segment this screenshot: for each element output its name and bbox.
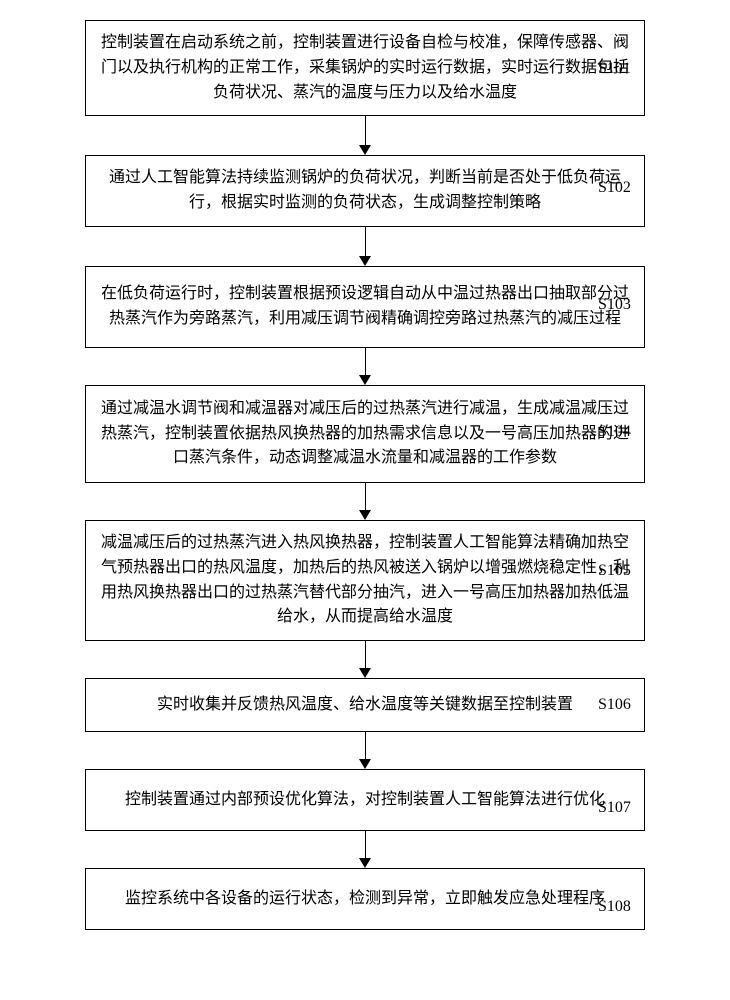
flow-step-row: 实时收集并反馈热风温度、给水温度等关键数据至控制装置S106 [0,678,730,732]
flow-step-row: 减温减压后的过热蒸汽进入热风换热器，控制装置人工智能算法精确加热空气预热器出口的… [0,520,730,641]
flow-step-label: S106 [598,696,631,714]
flow-step-box: 控制装置在启动系统之前，控制装置进行设备自检与校准，保障传感器、阀门以及执行机构… [85,20,645,116]
flow-step-label: S107 [598,799,631,817]
flow-step-label: S108 [598,898,631,916]
flow-step-label: S102 [598,179,631,197]
flow-arrow [359,348,371,385]
flow-arrow [359,116,371,155]
flow-step-label: S104 [598,423,631,441]
flow-step-row: 通过人工智能算法持续监测锅炉的负荷状况，判断当前是否处于低负荷运行，根据实时监测… [0,155,730,227]
flow-step-box: 控制装置通过内部预设优化算法，对控制装置人工智能算法进行优化 [85,769,645,831]
flow-step-row: 监控系统中各设备的运行状态，检测到异常，立即触发应急处理程序S108 [0,868,730,930]
flow-step-box: 在低负荷运行时，控制装置根据预设逻辑自动从中温过热器出口抽取部分过热蒸汽作为旁路… [85,266,645,348]
flow-step-label: S103 [598,296,631,314]
flow-arrow [359,732,371,769]
flow-arrow [359,483,371,520]
flow-arrow [359,641,371,678]
flow-step-row: 控制装置在启动系统之前，控制装置进行设备自检与校准，保障传感器、阀门以及执行机构… [0,20,730,116]
flow-step-box: 通过人工智能算法持续监测锅炉的负荷状况，判断当前是否处于低负荷运行，根据实时监测… [85,155,645,227]
flow-step-box: 通过减温水调节阀和减温器对减压后的过热蒸汽进行减温，生成减温减压过热蒸汽，控制装… [85,385,645,483]
flow-step-row: 在低负荷运行时，控制装置根据预设逻辑自动从中温过热器出口抽取部分过热蒸汽作为旁路… [0,266,730,348]
flow-step-box: 减温减压后的过热蒸汽进入热风换热器，控制装置人工智能算法精确加热空气预热器出口的… [85,520,645,641]
flow-step-label: S105 [598,562,631,580]
flow-step-row: 控制装置通过内部预设优化算法，对控制装置人工智能算法进行优化S107 [0,769,730,831]
flow-arrow [359,227,371,266]
flow-step-label: S101 [598,60,631,78]
flow-step-box: 监控系统中各设备的运行状态，检测到异常，立即触发应急处理程序 [85,868,645,930]
flow-arrow [359,831,371,868]
flowchart-container: 控制装置在启动系统之前，控制装置进行设备自检与校准，保障传感器、阀门以及执行机构… [0,20,730,930]
flow-step-box: 实时收集并反馈热风温度、给水温度等关键数据至控制装置 [85,678,645,732]
flow-step-row: 通过减温水调节阀和减温器对减压后的过热蒸汽进行减温，生成减温减压过热蒸汽，控制装… [0,385,730,483]
